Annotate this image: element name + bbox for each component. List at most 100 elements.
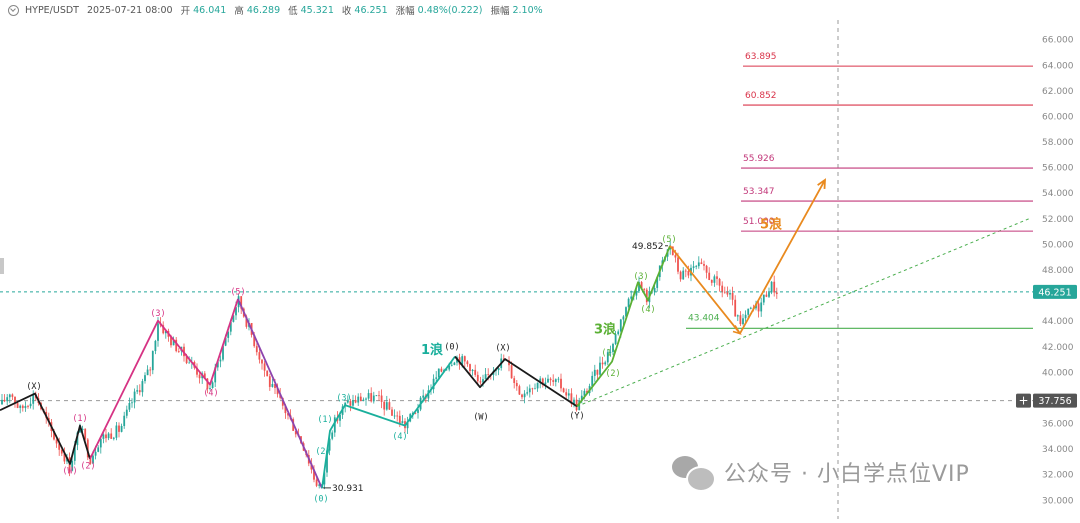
candle-body <box>526 392 529 394</box>
wechat-icon <box>672 454 716 492</box>
candle-body <box>276 387 279 395</box>
candle-body <box>164 330 167 334</box>
candle-body <box>729 293 731 295</box>
wave-label: (2) <box>605 369 620 379</box>
candle-body <box>710 279 713 283</box>
candle-body <box>510 365 513 379</box>
candle-body <box>565 392 568 396</box>
candle-body <box>55 439 58 444</box>
watermark: 公众号 · 小白学点位VIP <box>672 454 970 492</box>
candle-body <box>547 378 549 383</box>
candle-body <box>580 395 583 401</box>
candle-body <box>313 469 315 480</box>
candle-body <box>705 265 708 273</box>
candle-body <box>229 321 232 332</box>
candle-body <box>695 266 698 267</box>
candle-body <box>81 428 84 430</box>
candle-body <box>29 403 32 407</box>
candle-body <box>84 428 87 440</box>
close-value: 46.251 <box>354 4 388 16</box>
candle-body <box>596 369 599 375</box>
target-level-label: 60.852 <box>745 91 777 101</box>
candle-body <box>203 373 206 379</box>
symbol-label[interactable]: HYPE/USDT <box>25 4 79 16</box>
candle-body <box>391 409 393 416</box>
candle-body <box>222 345 224 360</box>
wave-label: (2) <box>80 461 95 471</box>
candle-body <box>549 378 552 381</box>
candle-body <box>586 390 588 394</box>
candle-body <box>107 433 110 439</box>
wave-name-label: 5浪 <box>760 216 782 232</box>
candle-body <box>14 396 16 404</box>
candle-body <box>385 402 388 410</box>
candle-body <box>474 369 477 375</box>
candle-body <box>671 246 674 256</box>
candle-body <box>63 453 66 462</box>
candle-body <box>638 282 640 292</box>
wave-name-label: 1浪 <box>421 342 443 358</box>
candle-body <box>105 434 107 439</box>
wave-label: (3) <box>150 309 165 319</box>
candle-body <box>469 364 471 372</box>
candle-body <box>593 369 596 376</box>
candle-body <box>536 382 539 389</box>
wave-label: (1) <box>601 349 616 359</box>
candle-body <box>703 264 705 266</box>
candle-body <box>687 270 690 276</box>
change-value: 0.48%(0.222) <box>417 4 483 16</box>
candle-body <box>359 396 362 402</box>
candle-body <box>125 409 128 416</box>
candle-body <box>515 383 518 387</box>
timestamp-label: 2025-07-21 08:00 <box>86 4 173 16</box>
candle-body <box>406 421 409 429</box>
candle-body <box>294 430 297 435</box>
candle-body <box>435 377 438 379</box>
wave-line-wave <box>321 355 456 489</box>
candle-body <box>211 382 214 389</box>
target-level-label: 51.000 <box>743 217 775 227</box>
price-tick-label: 64.000 <box>1042 61 1074 71</box>
candle-body <box>339 414 341 421</box>
wave-label: (4) <box>203 388 218 398</box>
wave-label: (5) <box>230 287 245 297</box>
candle-body <box>375 395 378 397</box>
target-level-label: 55.926 <box>743 154 775 164</box>
candle-body <box>716 276 718 279</box>
candle-body <box>133 391 136 403</box>
candle-body <box>775 292 778 295</box>
candle-body <box>604 362 607 365</box>
candle-body <box>261 359 263 364</box>
wave-label: (W) <box>473 413 488 423</box>
candle-body <box>677 257 679 272</box>
candle-body <box>606 352 609 363</box>
candle-body <box>723 291 726 293</box>
candle-body <box>89 457 92 464</box>
candle-body <box>544 382 547 385</box>
wave-label: (4) <box>640 305 655 315</box>
candle-body <box>235 307 237 316</box>
candle-body <box>6 397 9 402</box>
low-arrowhead <box>732 325 742 335</box>
crosshair-plus-button <box>1016 393 1031 408</box>
watermark-text: 公众号 · 小白学点位VIP <box>724 462 970 487</box>
open-label: 开 <box>180 6 191 17</box>
candle-body <box>175 339 178 352</box>
candle-body <box>71 460 74 471</box>
candle-body <box>484 374 487 380</box>
candle-body <box>112 437 115 439</box>
candle-body <box>136 390 139 392</box>
candle-body <box>762 294 765 303</box>
candle-body <box>11 394 14 397</box>
candle-body <box>73 445 76 461</box>
candle-body <box>539 378 542 383</box>
candle-body <box>396 415 399 417</box>
chevron-circle-icon[interactable] <box>8 4 19 16</box>
candle-body <box>718 278 721 286</box>
candle-body <box>656 277 659 288</box>
candle-body <box>216 361 219 368</box>
candle-body <box>614 334 617 344</box>
wave-line-black <box>454 355 578 408</box>
